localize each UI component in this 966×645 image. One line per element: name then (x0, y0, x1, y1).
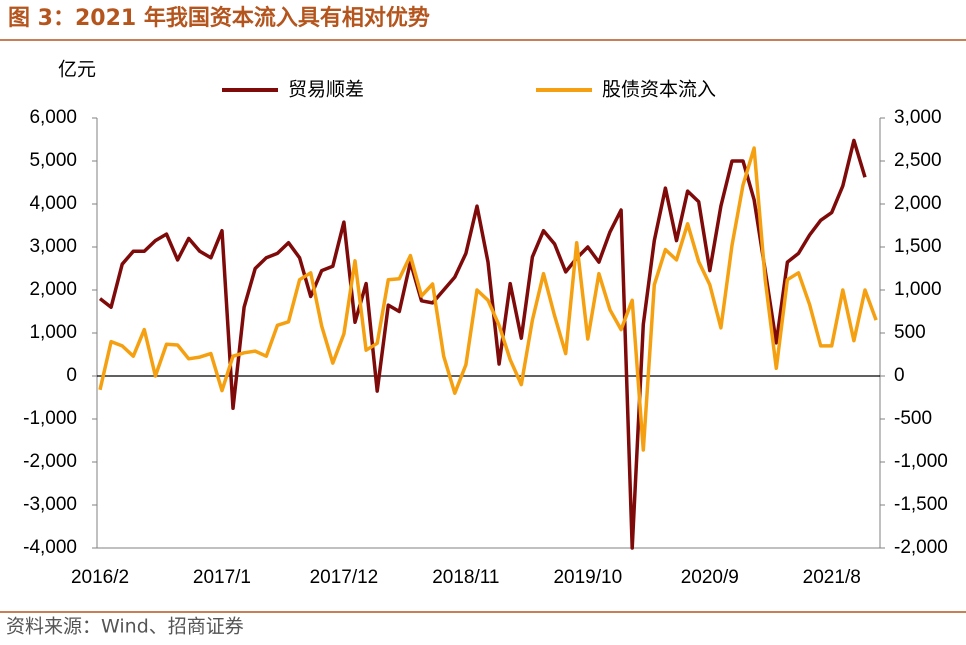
legend-label: 股债资本流入 (602, 79, 716, 101)
chart-title: 图 3：2021 年我国资本流入具有相对优势 (8, 5, 430, 31)
x-tick-label: 2017/1 (193, 567, 251, 588)
line-series (98, 146, 878, 452)
y2-tick-label: -2,000 (894, 537, 948, 558)
y2-tick-label: 2,500 (894, 150, 942, 171)
y-tick-label: -4,000 (23, 537, 77, 558)
x-tick-label: 2018/11 (432, 567, 499, 588)
y-tick-label: 6,000 (29, 107, 77, 128)
y-tick-label: 3,000 (29, 236, 77, 257)
y2-tick-label: 0 (894, 365, 905, 386)
y-tick-label: 2,000 (29, 279, 77, 300)
x-tick-label: 2019/10 (553, 567, 622, 588)
source-note: 资料来源：Wind、招商证券 (6, 616, 244, 638)
x-tick-label: 2021/8 (803, 567, 861, 588)
y2-tick-label: -1,000 (894, 451, 948, 472)
x-tick-label: 2020/9 (681, 567, 739, 588)
y2-tick-label: 2,000 (894, 193, 942, 214)
y-tick-label: 4,000 (29, 193, 77, 214)
y2-tick-label: 1,500 (894, 236, 942, 257)
x-tick-label: 2016/2 (71, 567, 129, 588)
y2-tick-label: -1,500 (894, 494, 948, 515)
legend-label: 贸易顺差 (288, 79, 364, 101)
y-tick-label: 0 (66, 365, 77, 386)
y-tick-label: 5,000 (29, 150, 77, 171)
line-series (98, 138, 867, 550)
y-tick-label: 1,000 (29, 322, 77, 343)
y-tick-label: -2,000 (23, 451, 77, 472)
y2-tick-label: 1,000 (894, 279, 942, 300)
y-tick-label: -3,000 (23, 494, 77, 515)
y-unit: 亿元 (58, 59, 96, 81)
y-tick-label: -1,000 (23, 408, 77, 429)
y2-tick-label: 3,000 (894, 107, 942, 128)
y2-tick-label: 500 (894, 322, 926, 343)
x-tick-label: 2017/12 (310, 567, 379, 588)
y2-tick-label: -500 (894, 408, 932, 429)
